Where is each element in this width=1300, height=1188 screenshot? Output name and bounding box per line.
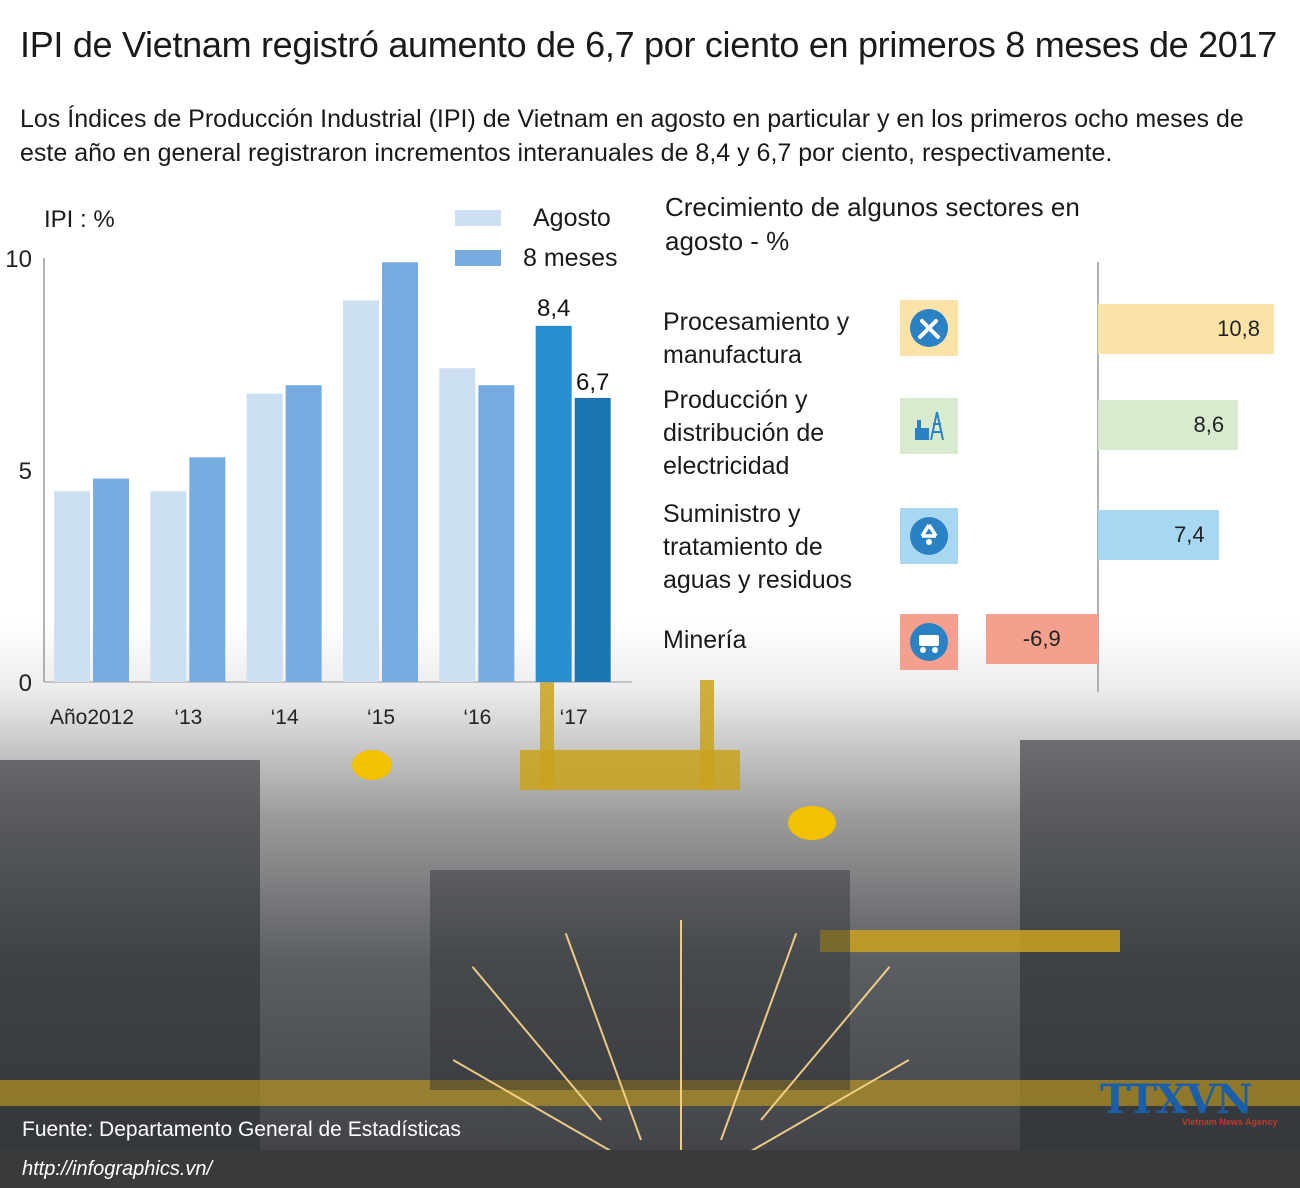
source-note: Fuente: Departamento General de Estadíst… (22, 1118, 461, 1141)
ttxvn-logo-subtitle: Vietnam News Agency (1182, 1117, 1278, 1127)
x-tick-label: Año2012 (50, 706, 134, 729)
legend-item-8-meses: 8 meses (455, 238, 617, 278)
bar-agosto (439, 368, 476, 682)
bar-agosto (535, 325, 572, 682)
sector-label-line: aguas y residuos (663, 566, 853, 594)
sector-bar-value: 7,4 (1173, 522, 1205, 547)
tools-icon (900, 300, 958, 356)
footer-url-link[interactable]: http://infographics.vn/ (22, 1158, 213, 1180)
sector-label-line: Minería (663, 626, 747, 654)
bar-8-meses (285, 385, 322, 682)
bar-8-meses (478, 385, 515, 682)
x-tick-label: ‘14 (271, 706, 299, 729)
data-label-8-meses-2017: 6,7 (576, 369, 609, 396)
chart-legend: Agosto 8 meses (455, 198, 617, 278)
sector-label-line: tratamiento de (663, 533, 823, 561)
sector-label-line: Producción y (663, 386, 808, 414)
sector-label: Producción y distribución de electricidad (663, 384, 824, 483)
sector-bar-value: -6,9 (1022, 626, 1061, 651)
sector-label: Procesamiento y manufactura (663, 306, 849, 372)
sector-label-line: manufactura (663, 341, 802, 369)
y-tick-label: 0 (19, 670, 32, 697)
sector-label: Minería (663, 624, 746, 657)
bar-8-meses (93, 478, 129, 682)
y-tick-label: 5 (19, 458, 32, 485)
sector-bar-value: 8,6 (1193, 412, 1225, 437)
bar-agosto (246, 393, 283, 682)
y-axis-label: IPI : % (44, 206, 115, 233)
page-subtitle: Los Índices de Producción Industrial (IP… (20, 105, 1244, 167)
sector-bar: 10,8 (1098, 304, 1274, 354)
recycle-icon (900, 508, 958, 564)
bar-8-meses (189, 457, 226, 682)
sector-bar: 7,4 (1098, 510, 1219, 560)
bar-agosto (343, 300, 379, 682)
mine-cart-icon (900, 614, 958, 670)
sector-label-line: distribución de (663, 419, 825, 447)
x-tick-label: ‘16 (463, 706, 491, 729)
legend-label-agosto: Agosto (533, 203, 611, 232)
legend-label-8-meses: 8 meses (523, 243, 618, 272)
sector-label: Suministro y tratamiento de aguas y residu… (663, 498, 852, 597)
sector-label-line: Suministro y (663, 500, 801, 528)
bar-8-meses (382, 262, 418, 682)
bar-agosto (150, 491, 187, 682)
data-label-agosto-2017: 8,4 (537, 295, 570, 322)
ttxvn-logo: TTXVN (1100, 1076, 1253, 1123)
x-tick-label: ‘13 (174, 706, 202, 729)
sector-zero-axis (1097, 262, 1099, 692)
sector-chart-title: Crecimiento de algunos sectores en agost… (665, 192, 1080, 256)
y-tick-label: 10 (5, 246, 32, 273)
x-tick-label: ‘17 (560, 706, 588, 729)
x-tick-label: ‘15 (367, 706, 395, 729)
sector-label-line: electricidad (663, 452, 790, 480)
ipi-bar-chart: 0 5 10 Año2012 ‘13 ‘14 ‘15 ‘16 ‘17 8,4 6,7 (5, 246, 632, 729)
sector-bar-value: 10,8 (1217, 316, 1260, 341)
sector-label-line: Procesamiento y (663, 308, 850, 336)
legend-swatch-agosto (455, 210, 501, 226)
sector-bar: -6,9 (985, 614, 1098, 664)
sector-bar: 8,6 (1098, 400, 1239, 450)
bar-agosto (54, 491, 90, 682)
factory-photo-background (0, 620, 1300, 1188)
power-plant-icon (900, 398, 958, 454)
page-title: IPI de Vietnam registró aumento de 6,7 p… (20, 24, 1277, 65)
legend-swatch-8-meses (455, 250, 501, 266)
legend-item-agosto: Agosto (455, 198, 617, 238)
bar-8-meses (574, 397, 611, 682)
footer-bar: http://infographics.vn/ (0, 1150, 1300, 1188)
